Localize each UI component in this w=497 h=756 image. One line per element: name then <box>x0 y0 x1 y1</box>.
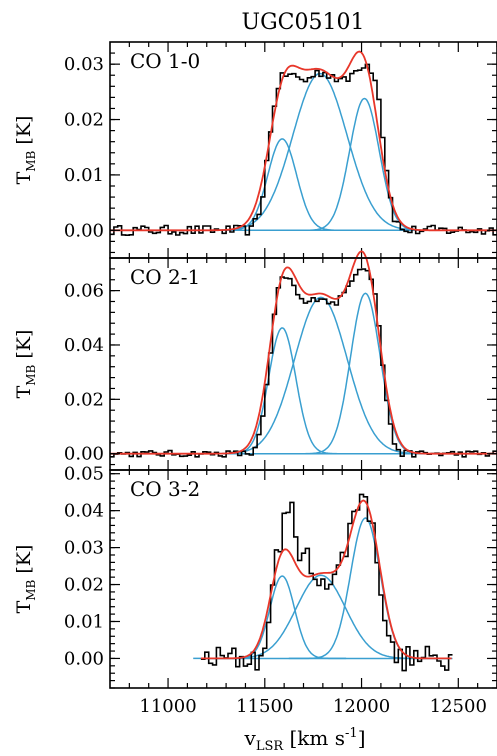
y-tick-label: 0.00 <box>64 444 104 465</box>
panel-label: CO 3-2 <box>130 477 200 501</box>
y-axis-label: TMB [K] <box>13 116 38 185</box>
x-axis-label: vLSR [km s-1] <box>244 726 366 754</box>
y-tick-label: 0.06 <box>64 281 104 302</box>
y-tick-label: 0.02 <box>64 389 104 410</box>
gaussian-component-3 <box>288 292 442 455</box>
gaussian-component-1 <box>207 138 357 232</box>
y-axis-label: TMB [K] <box>13 545 38 614</box>
gaussian-component-2 <box>184 296 457 455</box>
chart-title: UGC05101 <box>242 10 365 35</box>
gaussian-component-2 <box>179 72 461 232</box>
panel-label: CO 1-0 <box>130 49 200 73</box>
y-tick-label: 0.03 <box>64 538 104 559</box>
total-fit-line <box>110 250 497 455</box>
panel-label: CO 2-1 <box>130 265 200 289</box>
y-tick-label: 0.04 <box>64 335 104 356</box>
x-tick-label: 12000 <box>333 696 390 717</box>
gaussian-component-3 <box>288 517 442 660</box>
plot-frame <box>109 469 497 689</box>
gaussian-component-1 <box>212 327 353 455</box>
y-axis-label: TMB [K] <box>13 330 38 399</box>
y-tick-label: 0.02 <box>64 575 104 596</box>
y-tick-label: 0.04 <box>64 501 104 522</box>
observed-spectrum <box>200 493 453 672</box>
y-tick-label: 0.05 <box>64 464 104 485</box>
plot-frame <box>109 257 497 471</box>
gaussian-component-3 <box>287 97 442 232</box>
total-fit-line <box>200 499 452 660</box>
y-tick-label: 0.01 <box>64 611 104 632</box>
observed-spectrum <box>110 268 497 458</box>
total-fit-line <box>110 50 497 232</box>
y-tick-label: 0.02 <box>64 110 104 131</box>
y-tick-label: 0.00 <box>64 220 104 241</box>
panel-co-1-0: 0.00 0.01 0.02 0.03 CO 1-0 TMB [K] <box>13 41 497 259</box>
observed-spectrum <box>110 63 497 236</box>
y-tick-label: 0.01 <box>64 165 104 186</box>
x-tick-label: 12500 <box>430 696 487 717</box>
y-tick-label: 0.03 <box>64 54 104 75</box>
panel-co-3-2: 0.00 0.01 0.02 0.03 0.04 0.05 11000 11500 12000 1… <box>13 464 497 717</box>
panel-co-2-1: 0.00 0.02 0.04 0.06 CO 2-1 TMB [K] <box>13 250 497 471</box>
x-tick-label: 11500 <box>236 696 293 717</box>
gaussian-component-2 <box>193 574 449 660</box>
y-tick-label: 0.00 <box>64 648 104 669</box>
x-tick-label: 11000 <box>139 696 196 717</box>
